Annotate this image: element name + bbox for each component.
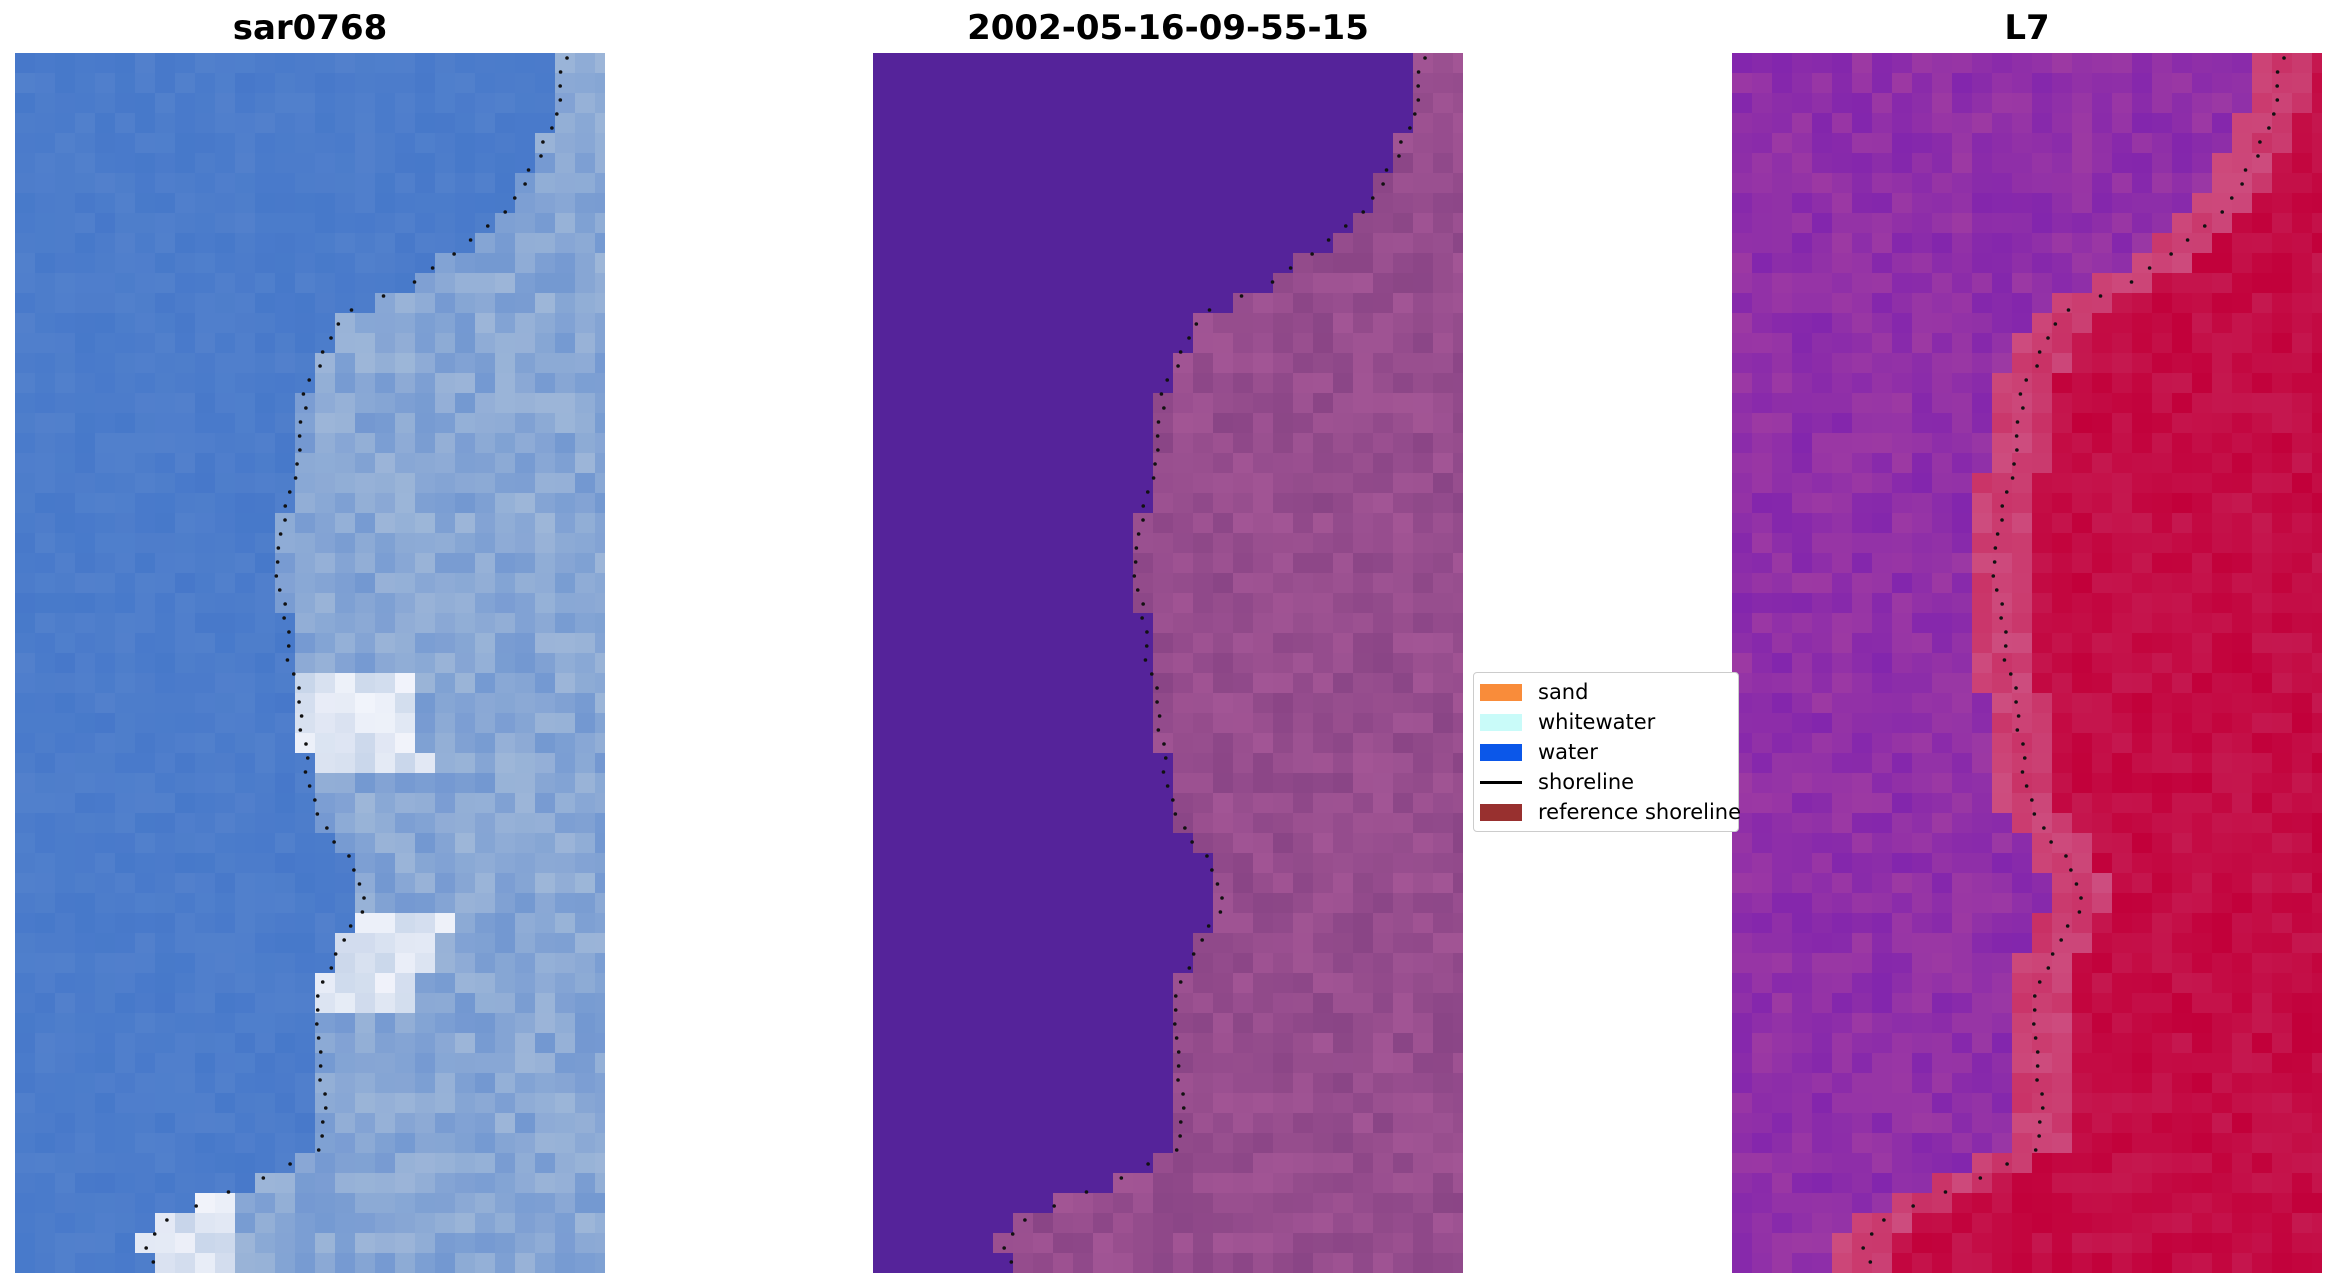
legend-item-reference-shoreline: reference shoreline bbox=[1480, 798, 1741, 826]
title-left: sar0768 bbox=[232, 8, 388, 48]
shoreline-swatch bbox=[1480, 780, 1522, 784]
legend-item-shoreline: shoreline bbox=[1480, 768, 1634, 796]
classified-image-panel bbox=[873, 53, 1463, 1273]
legend-item-whitewater: whitewater bbox=[1480, 708, 1655, 736]
legend-label-shoreline: shoreline bbox=[1538, 770, 1635, 794]
index-image-panel bbox=[1732, 53, 2322, 1273]
legend-item-sand: sand bbox=[1480, 678, 1588, 706]
legend: sand whitewater water shoreline referenc… bbox=[1473, 672, 1741, 832]
legend-label-water: water bbox=[1538, 740, 1598, 764]
legend-label-sand: sand bbox=[1538, 680, 1589, 704]
classified-image bbox=[873, 53, 1463, 1273]
index-image bbox=[1732, 53, 2322, 1273]
title-right: L7 bbox=[2004, 8, 2050, 48]
legend-item-water: water bbox=[1480, 738, 1598, 766]
legend-label-whitewater: whitewater bbox=[1538, 710, 1656, 734]
rgb-image-panel bbox=[15, 53, 605, 1273]
reference-shoreline-swatch bbox=[1480, 803, 1522, 821]
sand-swatch bbox=[1480, 683, 1522, 701]
water-swatch bbox=[1480, 743, 1522, 761]
legend-label-reference-shoreline: reference shoreline bbox=[1538, 800, 1742, 824]
whitewater-swatch bbox=[1480, 713, 1522, 731]
rgb-image bbox=[15, 53, 605, 1273]
title-middle: 2002-05-16-09-55-15 bbox=[967, 8, 1369, 48]
